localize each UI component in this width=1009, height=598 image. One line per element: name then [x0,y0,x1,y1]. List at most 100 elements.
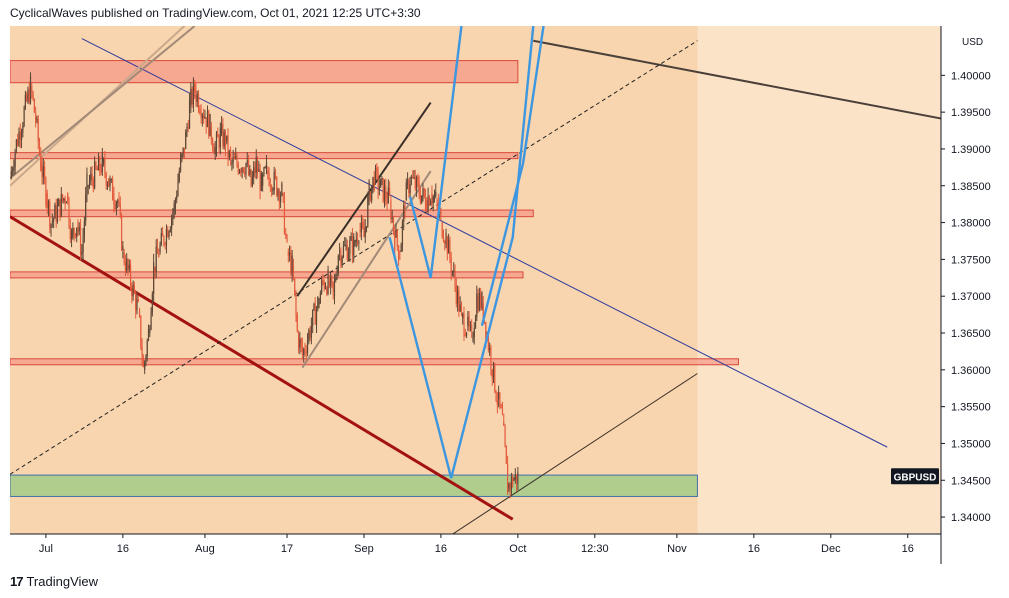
candle-body [290,252,292,274]
x-tick-label: Jul [39,543,53,555]
candle-body [138,310,141,316]
candle-body [140,315,142,347]
candle-body [333,280,336,297]
candle-body [296,314,298,332]
candle-body [50,224,52,228]
candle-body [245,163,247,175]
candle-body [340,251,342,264]
candle-body [10,171,12,179]
candle-body [38,141,41,154]
candle-body [459,304,461,312]
candle-body [173,203,175,213]
candle-body [187,126,189,129]
candle-body [163,236,165,244]
candle-body [77,222,79,232]
candle-body [233,157,236,159]
candle-body [347,253,350,260]
candle-body [235,156,237,159]
candle-body [448,239,450,254]
candle-body [183,147,186,155]
candle-body [162,233,164,237]
candle-body [251,176,253,186]
y-tick-label: 1.39500 [951,107,991,119]
candle-body [56,206,59,222]
candle-body [156,246,159,254]
candle-body [415,177,418,189]
trend-line-dark-thin [533,39,941,120]
candle-body [256,163,259,172]
candle-body [273,171,275,191]
candle-body [422,188,424,196]
candle-body [336,273,338,278]
candle-body [492,363,495,379]
candle-body [315,308,318,325]
candle-body [300,338,302,345]
candle-body [444,241,446,244]
candle-body [453,270,455,272]
candle-body [274,171,277,178]
candle-body [228,151,230,158]
candle-body [491,369,493,379]
candle-body [446,237,448,254]
candle-body [322,280,324,282]
candle-body [355,239,357,243]
candle-body [318,303,320,305]
candle-body [455,285,457,304]
candle-body [199,109,201,113]
y-tick-label: 1.34500 [951,475,991,487]
candle-body [68,200,70,226]
candle-body [142,359,144,367]
candle-body [278,190,280,203]
candle-body [372,177,374,186]
candle-body [510,476,513,490]
candle-body [185,132,187,149]
candle-body [503,421,505,426]
highlight-region [10,26,698,534]
trend-line-brown-thin [451,373,698,534]
candle-body [70,231,73,239]
candle-body [478,292,480,311]
candle-body [331,276,333,282]
candle-body [494,363,496,392]
candle-body [321,280,323,293]
candle-body [383,186,386,202]
candle-body [310,325,312,338]
candle-body [236,156,238,165]
candle-body [487,334,489,350]
wave-projection [408,26,463,279]
candle-body [155,246,157,272]
candle-body [441,222,443,238]
candle-body [424,196,427,209]
chart-background [10,26,941,534]
candle-body [194,83,196,93]
candle-body [209,114,211,137]
candle-body [269,185,271,187]
candle-body [110,179,112,181]
candle-body [53,218,55,222]
candle-body [249,169,251,175]
candle-body [442,237,445,242]
candle-body [210,126,212,140]
x-tick-label: 16 [748,543,760,555]
candle-body [292,266,295,279]
candle-body [109,179,111,187]
candle-body [328,281,330,286]
x-tick-label: Nov [667,543,687,555]
candle-body [35,112,37,122]
candle-body [105,173,107,186]
candle-body [76,227,78,238]
candle-body [64,198,66,203]
candle-body [362,222,364,228]
candle-body [120,214,123,250]
candle-body [408,180,410,194]
candle-body [82,236,84,253]
candle-body [206,111,209,128]
wave-paths [388,26,545,479]
candle-body [221,124,223,135]
candle-body [122,246,124,250]
candle-body [471,325,473,330]
candle-body [342,245,345,257]
y-tick-label: 1.40000 [951,70,991,82]
candle-body [356,239,359,243]
